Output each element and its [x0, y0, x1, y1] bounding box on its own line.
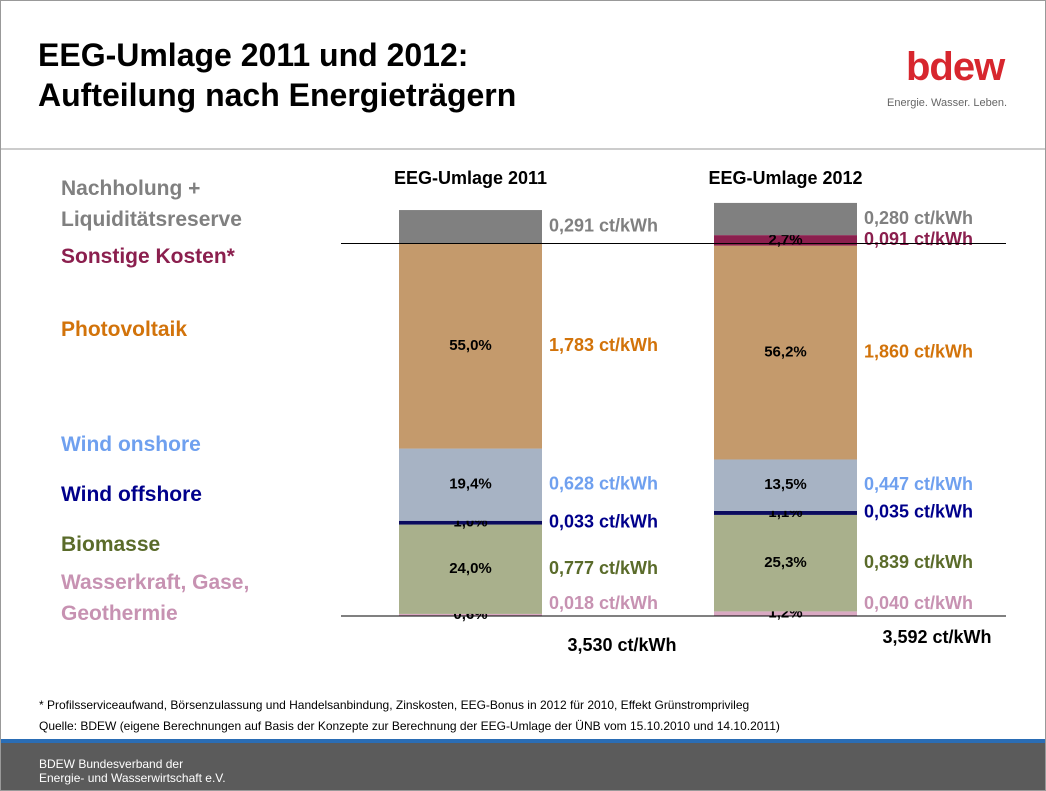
bar-segment	[399, 520, 542, 525]
legend-label: Nachholung + Liquiditätsreserve	[61, 177, 242, 231]
share-label: 25,3%	[764, 554, 807, 571]
category-label: EEG-Umlage 2012	[708, 168, 862, 188]
value-label: 0,628 ct/kWh	[549, 473, 658, 493]
bar-segment	[714, 245, 857, 460]
legend-label: Sonstige Kosten*	[61, 245, 235, 268]
bar-segment	[714, 459, 857, 511]
share-label: 13,5%	[764, 476, 807, 493]
share-label: 55,0%	[449, 337, 492, 354]
value-label: 1,860 ct/kWh	[864, 341, 973, 361]
value-label: 0,280 ct/kWh	[864, 208, 973, 228]
footer-bar	[1, 743, 1045, 790]
value-label: 0,839 ct/kWh	[864, 552, 973, 572]
footer-text: Energie- und Wasserwirtschaft e.V.	[39, 771, 226, 785]
legend-label: Biomasse	[61, 533, 161, 556]
value-label: 1,783 ct/kWh	[549, 335, 658, 355]
footer-text: BDEW Bundesverband der	[39, 757, 184, 771]
bar-segment	[714, 510, 857, 515]
share-label: 19,4%	[449, 476, 492, 493]
value-label: 0,035 ct/kWh	[864, 502, 973, 522]
category-label: EEG-Umlage 2011	[394, 168, 547, 188]
legend-label: Wind onshore	[61, 433, 201, 456]
share-label: 56,2%	[764, 344, 807, 361]
bar-segment	[399, 243, 542, 449]
share-label: 24,0%	[449, 560, 492, 577]
bar-segment	[714, 235, 857, 246]
legend-label: Wasserkraft, Gase, Geothermie	[61, 571, 250, 625]
bar-segment	[714, 202, 857, 236]
share-label: 2,7%	[768, 231, 802, 248]
bar-segment	[714, 514, 857, 612]
value-label: 0,291 ct/kWh	[549, 216, 658, 236]
logo-tagline: Energie. Wasser. Leben.	[887, 97, 1008, 109]
source: Quelle: BDEW (eigene Berechnungen auf Ba…	[39, 719, 780, 733]
logo: bdew	[906, 45, 1005, 89]
value-label: 0,033 ct/kWh	[549, 511, 658, 531]
value-label: 0,040 ct/kWh	[864, 593, 973, 613]
bar-segment	[714, 611, 857, 616]
chart-title: EEG-Umlage 2011 und 2012: Aufteilung nac…	[38, 37, 517, 113]
value-label: 0,018 ct/kWh	[549, 593, 658, 613]
value-label: 0,447 ct/kWh	[864, 474, 973, 494]
bar-segment	[399, 448, 542, 521]
bar-segment	[399, 524, 542, 614]
footer-accent	[1, 739, 1045, 743]
value-label: 0,777 ct/kWh	[549, 558, 658, 578]
legend-label: Photovoltaik	[61, 318, 188, 341]
bar-segment	[399, 613, 542, 616]
footnote: * Profilsserviceaufwand, Börsenzulassung…	[39, 698, 750, 712]
total-label: 3,592 ct/kWh	[882, 627, 991, 647]
bar-segment	[399, 210, 542, 244]
legend-label: Wind offshore	[61, 483, 202, 506]
total-label: 3,530 ct/kWh	[567, 635, 676, 655]
value-label: 0,091 ct/kWh	[864, 229, 973, 249]
